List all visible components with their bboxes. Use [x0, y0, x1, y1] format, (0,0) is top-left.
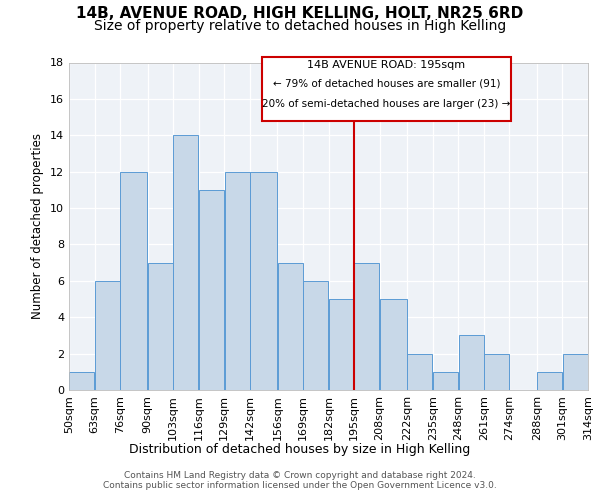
Bar	[148, 262, 173, 390]
Text: 14B AVENUE ROAD: 195sqm: 14B AVENUE ROAD: 195sqm	[307, 60, 466, 70]
Text: ← 79% of detached houses are smaller (91): ← 79% of detached houses are smaller (91…	[273, 78, 500, 88]
Bar	[121, 172, 148, 390]
Bar	[329, 299, 354, 390]
Bar	[199, 190, 224, 390]
Y-axis label: Number of detached properties: Number of detached properties	[31, 133, 44, 320]
Bar	[407, 354, 433, 390]
Text: 14B, AVENUE ROAD, HIGH KELLING, HOLT, NR25 6RD: 14B, AVENUE ROAD, HIGH KELLING, HOLT, NR…	[76, 6, 524, 21]
Bar	[484, 354, 509, 390]
Bar	[380, 299, 407, 390]
Text: Distribution of detached houses by size in High Kelling: Distribution of detached houses by size …	[130, 442, 470, 456]
Bar	[224, 172, 250, 390]
Text: 20% of semi-detached houses are larger (23) →: 20% of semi-detached houses are larger (…	[262, 100, 511, 110]
Text: Contains public sector information licensed under the Open Government Licence v3: Contains public sector information licen…	[103, 481, 497, 490]
Bar	[173, 136, 199, 390]
Text: Size of property relative to detached houses in High Kelling: Size of property relative to detached ho…	[94, 19, 506, 33]
Bar	[563, 354, 588, 390]
Bar	[250, 172, 277, 390]
Bar	[95, 281, 120, 390]
Text: Contains HM Land Registry data © Crown copyright and database right 2024.: Contains HM Land Registry data © Crown c…	[124, 471, 476, 480]
Bar	[303, 281, 328, 390]
Bar	[458, 336, 484, 390]
Bar	[262, 57, 511, 120]
Bar	[355, 262, 379, 390]
Bar	[69, 372, 94, 390]
Bar	[433, 372, 458, 390]
Bar	[278, 262, 302, 390]
Bar	[537, 372, 562, 390]
